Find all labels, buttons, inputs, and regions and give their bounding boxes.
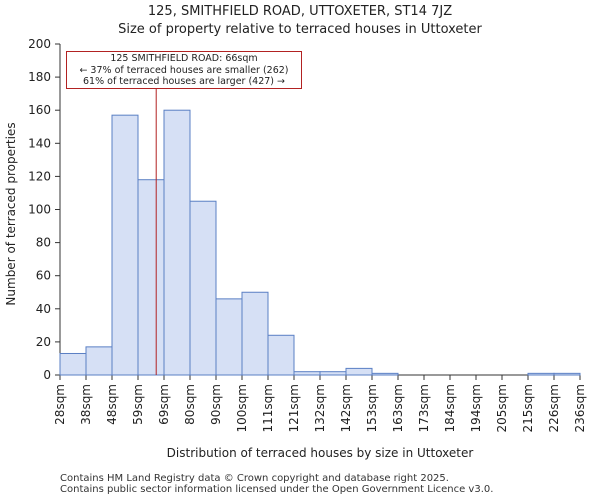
footer-line-1: Contains HM Land Registry data © Crown c… — [60, 473, 449, 484]
annotation-title: 125 SMITHFIELD ROAD: 66sqm — [110, 53, 258, 64]
y-tick-label: 180 — [28, 70, 51, 84]
x-tick-label: 111sqm — [261, 384, 275, 432]
y-tick-label: 60 — [36, 269, 51, 283]
x-tick-label: 38sqm — [79, 384, 93, 425]
histogram-bar — [319, 371, 347, 376]
x-tick-label: 194sqm — [469, 384, 483, 432]
histogram-bar — [215, 298, 243, 376]
x-tick-label: 59sqm — [131, 384, 145, 425]
y-tick-label: 100 — [28, 203, 51, 217]
x-tick-label: 90sqm — [209, 384, 223, 425]
histogram-bar — [553, 372, 581, 376]
x-tick-label: 132sqm — [313, 384, 327, 432]
y-tick-label: 160 — [28, 103, 51, 117]
chart-subtitle: Size of property relative to terraced ho… — [118, 22, 482, 37]
x-tick-label: 205sqm — [495, 384, 509, 432]
y-axis-label: Number of terraced properties — [4, 122, 18, 305]
y-tick-label: 0 — [43, 368, 51, 382]
histogram-bar — [59, 352, 87, 376]
x-tick-label: 28sqm — [53, 384, 67, 425]
histogram-bar — [345, 367, 373, 376]
x-tick-label: 226sqm — [547, 384, 561, 432]
x-tick-label: 184sqm — [443, 384, 457, 432]
x-tick-label: 142sqm — [339, 384, 353, 432]
y-tick-label: 140 — [28, 136, 51, 150]
x-tick-label: 48sqm — [105, 384, 119, 425]
footer-line-2: Contains public sector information licen… — [60, 484, 494, 495]
x-tick-label: 121sqm — [287, 384, 301, 432]
y-tick-label: 120 — [28, 169, 51, 183]
chart-title: 125, SMITHFIELD ROAD, UTTOXETER, ST14 7J… — [147, 4, 453, 19]
x-tick-label: 173sqm — [417, 384, 431, 432]
histogram-bar — [293, 371, 321, 376]
x-axis-label: Distribution of terraced houses by size … — [167, 446, 474, 460]
histogram-bar — [527, 372, 555, 376]
y-tick-label: 80 — [36, 236, 51, 250]
histogram-bar — [85, 346, 113, 376]
y-tick-label: 200 — [28, 37, 51, 51]
histogram-bar — [111, 114, 139, 376]
histogram-bar — [267, 334, 295, 376]
x-tick-label: 163sqm — [391, 384, 405, 432]
x-tick-label: 153sqm — [365, 384, 379, 432]
histogram-bar — [137, 179, 165, 376]
x-tick-label: 100sqm — [235, 384, 249, 432]
annotation-box: 125 SMITHFIELD ROAD: 66sqm ← 37% of terr… — [66, 51, 302, 89]
x-tick-label: 69sqm — [157, 384, 171, 425]
histogram-bar — [371, 372, 399, 376]
y-tick-label: 40 — [36, 302, 51, 316]
x-tick-label: 236sqm — [573, 384, 587, 432]
x-tick-label: 215sqm — [521, 384, 535, 432]
histogram-bar — [163, 109, 191, 376]
annotation-larger: 61% of terraced houses are larger (427) … — [83, 76, 285, 87]
x-tick-label: 80sqm — [183, 384, 197, 425]
annotation-smaller: ← 37% of terraced houses are smaller (26… — [79, 64, 289, 76]
histogram-bar — [241, 291, 269, 376]
y-tick-label: 20 — [36, 335, 51, 349]
histogram-bar — [189, 200, 217, 376]
